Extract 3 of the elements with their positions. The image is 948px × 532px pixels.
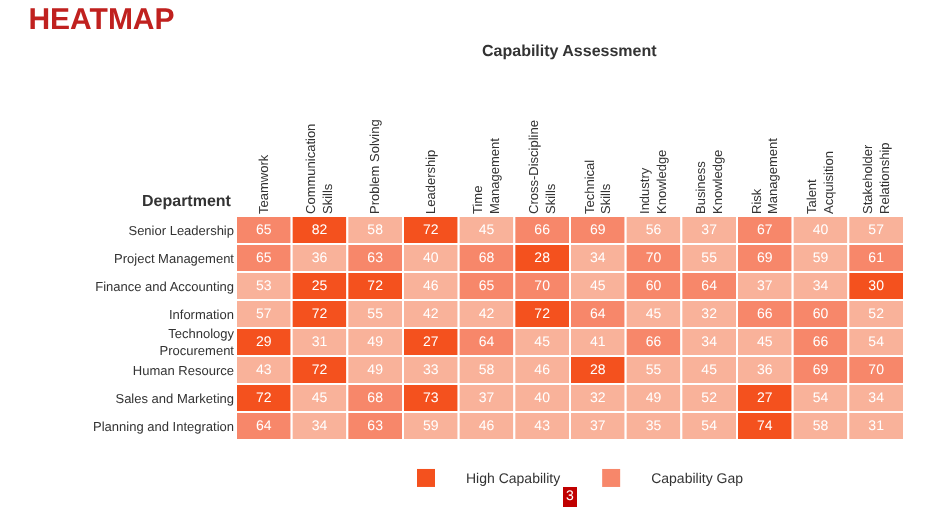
chart-title: HEATMAP bbox=[28, 3, 175, 37]
x-axis-title: Capability Assessment bbox=[482, 42, 658, 60]
y-axis-title: Department bbox=[142, 192, 232, 210]
